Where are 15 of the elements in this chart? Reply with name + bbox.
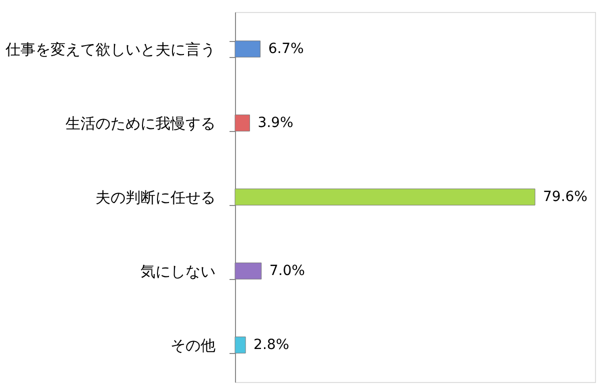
y-tick-label: その他 (170, 336, 216, 354)
bar (234, 114, 250, 132)
bar (234, 188, 536, 206)
y-tick-label: 仕事を変えて欲しいと夫に言う (4, 40, 216, 58)
data-label: 6.7% (268, 41, 304, 57)
bar (234, 40, 260, 58)
data-label: 7.0% (269, 263, 305, 279)
y-tick-label: 気にしない (140, 262, 216, 280)
data-label: 2.8% (254, 337, 290, 353)
bar (234, 262, 262, 280)
y-tick-label: 夫の判断に任せる (96, 188, 216, 206)
y-tick-label: 生活のために我慢する (66, 114, 216, 132)
bar (234, 336, 246, 354)
data-label: 3.9% (258, 115, 294, 131)
data-label: 79.6% (543, 189, 588, 205)
